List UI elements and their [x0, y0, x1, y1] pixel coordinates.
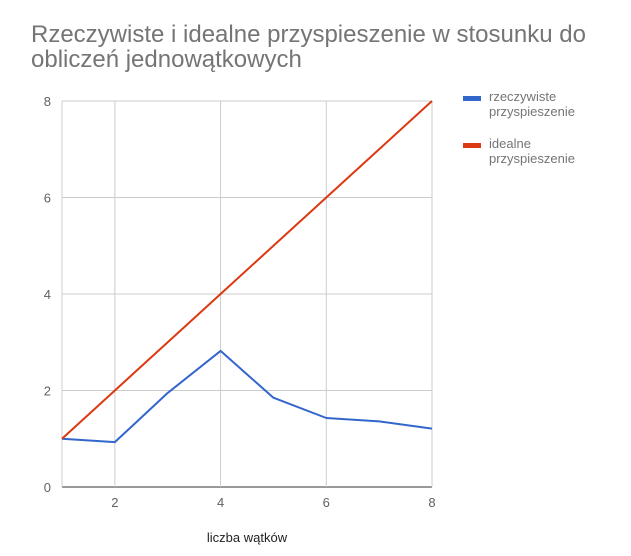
tick-labels: 0 2 4 6 8 2 4 6 8	[44, 94, 436, 510]
series-line-ideal-speedup	[61, 100, 433, 440]
x-tick-label: 6	[323, 495, 330, 510]
y-tick-label: 0	[44, 480, 51, 495]
y-tick-label: 2	[44, 384, 51, 399]
y-tick-label: 4	[44, 287, 51, 302]
series-line-actual-speedup	[61, 349, 433, 444]
legend-label: przyspieszenie	[489, 104, 575, 119]
chart-title: Rzeczywiste i idealne przyspieszenie w s…	[31, 22, 621, 72]
gridlines	[61, 100, 433, 488]
x-axis-label: liczba wątków	[207, 530, 288, 545]
legend-swatch	[463, 96, 481, 101]
legend-label: idealne	[489, 136, 531, 151]
x-tick-label: 8	[428, 495, 435, 510]
y-tick-label: 6	[44, 191, 51, 206]
legend[interactable]: rzeczywisteprzyspieszenieidealneprzyspie…	[463, 89, 575, 166]
y-tick-label: 8	[44, 94, 51, 109]
x-tick-label: 4	[217, 495, 224, 510]
chart-title-line-1: Rzeczywiste i idealne przyspieszenie w s…	[31, 21, 586, 48]
legend-swatch	[463, 143, 481, 148]
legend-label: rzeczywiste	[489, 89, 556, 104]
chart-title-line-2: obliczeń jednowątkowych	[31, 46, 302, 73]
series-lines	[61, 100, 433, 444]
legend-label: przyspieszenie	[489, 151, 575, 166]
x-tick-label: 2	[111, 495, 118, 510]
